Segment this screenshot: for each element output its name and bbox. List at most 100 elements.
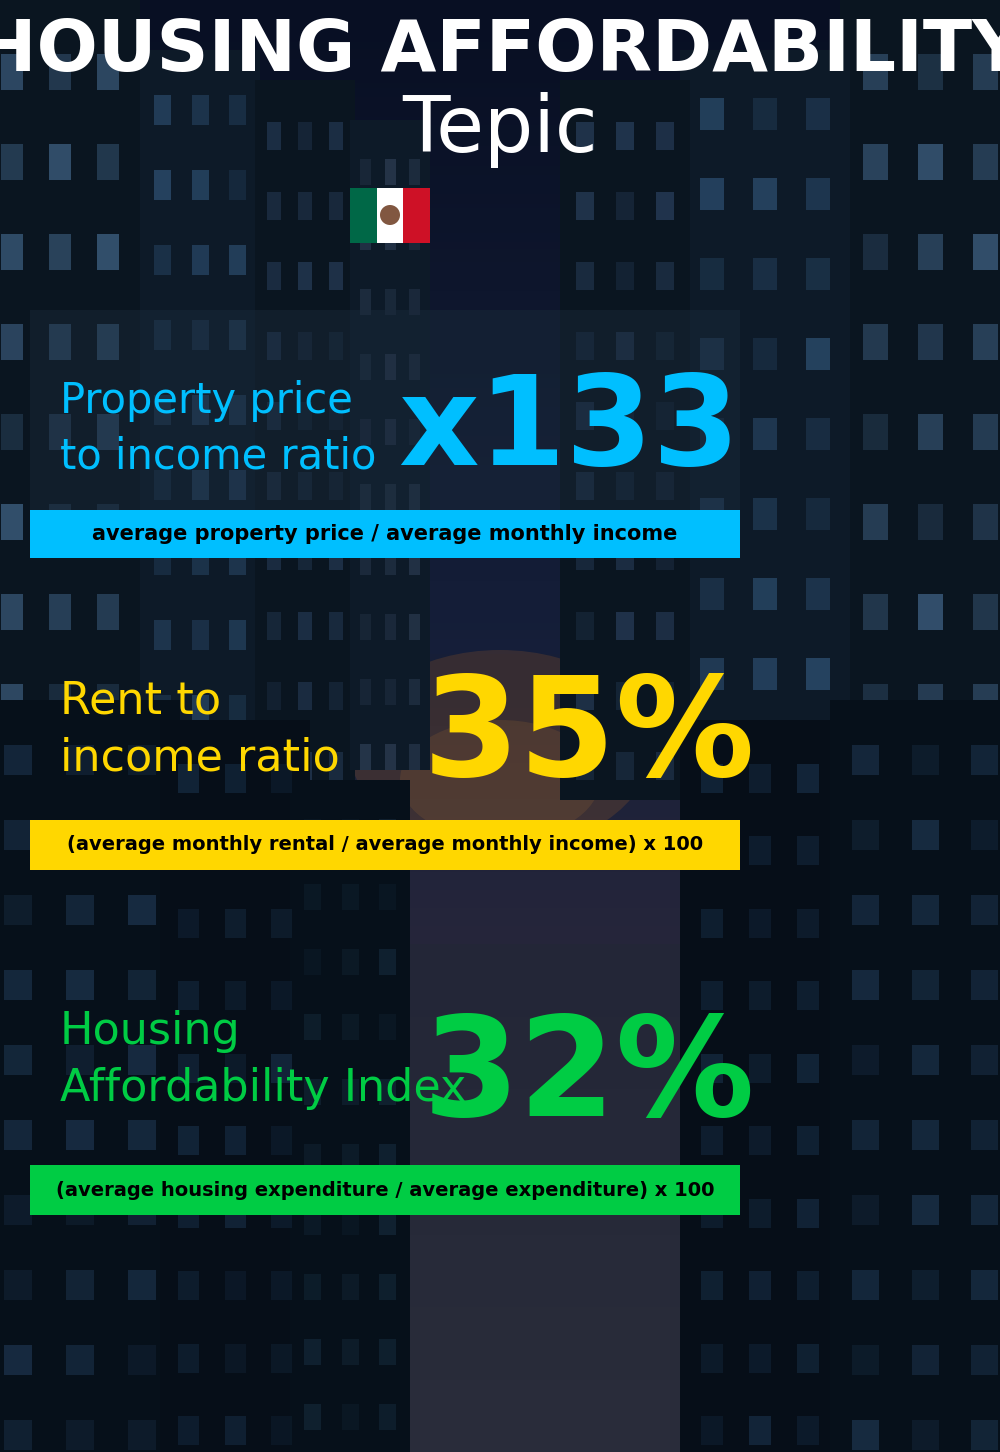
Bar [271,982,292,1011]
Bar [576,611,594,640]
Bar [971,820,998,849]
Bar [4,894,32,925]
Bar [271,1054,292,1083]
Bar [701,1125,723,1154]
Bar [384,224,396,250]
Bar [912,970,938,1000]
Bar [680,49,850,849]
Bar [616,472,634,499]
Bar [912,1119,938,1150]
Bar [128,1045,156,1074]
Bar [97,324,119,360]
Bar [178,1270,199,1300]
Bar [66,1345,94,1375]
Bar [140,49,260,800]
Bar [224,1125,246,1154]
Bar [329,261,343,290]
Bar [749,1270,771,1300]
Bar [656,333,674,360]
Bar [379,1144,396,1170]
Text: (average monthly rental / average monthly income) x 100: (average monthly rental / average monthl… [67,835,703,854]
Bar [806,97,830,131]
Bar [304,950,321,974]
Bar [797,764,819,793]
Bar [701,1343,723,1372]
Bar [576,402,594,430]
Bar [840,0,1000,900]
Bar [329,192,343,221]
Bar [700,97,724,131]
Bar [360,354,371,380]
Bar [154,245,171,274]
Bar [229,770,246,800]
Bar [298,122,312,150]
Bar [4,1345,32,1375]
Bar [384,289,396,315]
Bar [128,745,156,775]
Bar [656,682,674,710]
Bar [384,160,396,184]
Bar [224,982,246,1011]
Bar [753,658,777,690]
Bar [616,542,634,571]
Bar [806,738,830,770]
Bar [912,1195,938,1225]
Text: Rent to
income ratio: Rent to income ratio [60,680,340,780]
Bar [700,817,724,849]
Bar [918,504,942,540]
Bar [701,909,723,938]
Bar [753,578,777,610]
Bar [379,950,396,974]
Bar [379,1079,396,1105]
Bar [224,1270,246,1300]
Bar [224,909,246,938]
Bar [1,144,23,180]
Bar [154,696,171,725]
Bar [1,54,23,90]
Bar [304,819,321,845]
Bar [192,395,208,425]
Bar [4,1195,32,1225]
Bar [749,1198,771,1227]
Bar [267,752,281,780]
Bar [862,144,888,180]
Text: HOUSING AFFORDABILITY: HOUSING AFFORDABILITY [0,17,1000,87]
Bar [852,1420,879,1451]
Bar [342,950,358,974]
Text: average property price / average monthly income: average property price / average monthly… [92,524,678,544]
Bar [128,1270,156,1300]
Bar [576,333,594,360]
Bar [4,1270,32,1300]
Bar [304,1339,321,1365]
Bar [806,418,830,450]
Bar [329,682,343,710]
Bar [342,1013,358,1040]
Bar [852,1345,879,1375]
Bar [154,770,171,800]
Bar [409,224,420,250]
Bar [97,54,119,90]
Bar [66,820,94,849]
Bar [229,319,246,350]
Bar [971,1045,998,1074]
Bar [192,94,208,125]
Bar [912,1345,938,1375]
Bar [379,1210,396,1236]
Bar [4,1119,32,1150]
Bar [329,402,343,430]
Bar [1,504,23,540]
Bar [0,700,180,1452]
Bar [267,542,281,571]
Bar [912,894,938,925]
Bar [918,234,942,270]
Bar [342,884,358,910]
Text: Property price
to income ratio: Property price to income ratio [60,380,376,478]
Bar [379,1013,396,1040]
Bar [912,1420,938,1451]
Bar [379,884,396,910]
Bar [298,333,312,360]
Bar [797,836,819,865]
Bar [616,402,634,430]
Bar [350,187,377,242]
Bar [377,187,403,242]
